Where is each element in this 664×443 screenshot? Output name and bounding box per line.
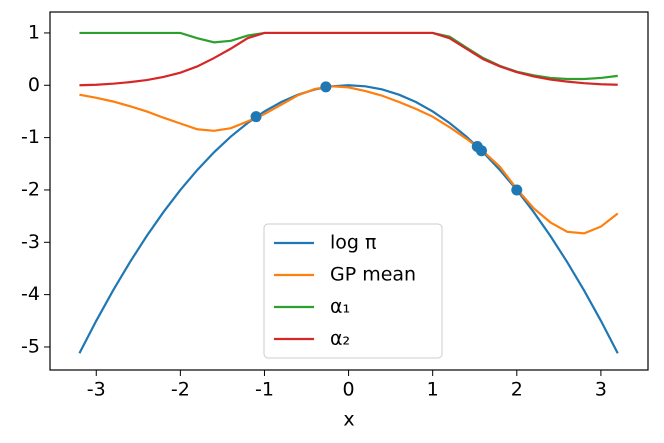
y-tick-label: -1 (21, 126, 40, 148)
point (475, 145, 487, 157)
y-tick-label: 0 (28, 74, 40, 96)
line (79, 31, 618, 81)
point (250, 111, 262, 123)
x-tick-label: 3 (595, 379, 607, 401)
x-tick-label: -3 (87, 379, 106, 401)
legend-label: α₂ (330, 328, 350, 350)
point (511, 184, 523, 196)
y-tick-label: -2 (21, 178, 40, 200)
legend-box (263, 223, 443, 359)
x-tick-label: 1 (427, 379, 439, 401)
point (320, 81, 332, 93)
x-tick-label: 0 (343, 379, 355, 401)
legend-label: GP mean (330, 264, 416, 286)
y-tick-label: -3 (21, 231, 40, 253)
x-tick-label: 2 (511, 379, 523, 401)
line (79, 85, 619, 235)
y-tick-label: 1 (28, 21, 40, 43)
line (78, 84, 619, 354)
legend-label: α₁ (330, 296, 350, 318)
x-axis-label: x (343, 409, 354, 431)
y-tick-label: -4 (21, 283, 40, 305)
plot-frame (49, 11, 649, 371)
x-tick-label: -2 (171, 379, 190, 401)
x-tick-label: -1 (255, 379, 274, 401)
y-tick-label: -5 (21, 335, 40, 357)
line (79, 31, 618, 87)
legend-label: log π (330, 232, 376, 254)
